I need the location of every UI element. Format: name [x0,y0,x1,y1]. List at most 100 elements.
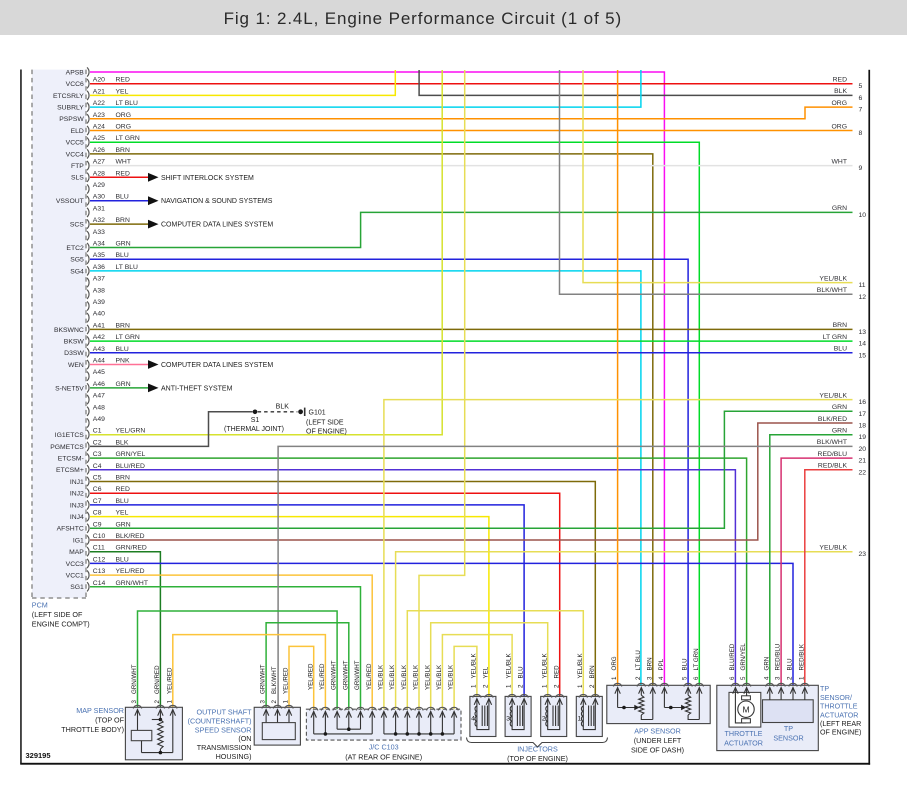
svg-text:C10: C10 [93,533,106,540]
svg-text:BRN: BRN [116,217,130,224]
svg-text:YEL/RED: YEL/RED [307,663,314,690]
svg-text:ORG: ORG [832,123,847,130]
svg-text:(COUNTERSHAFT): (COUNTERSHAFT) [188,716,252,725]
svg-text:RED/BLU: RED/BLU [818,451,848,458]
svg-text:GRN/WHT: GRN/WHT [116,580,148,587]
svg-text:1: 1 [471,684,478,688]
svg-text:YEL/BLK: YEL/BLK [506,653,513,679]
svg-text:7: 7 [859,107,863,114]
svg-text:BLU: BLU [116,498,129,505]
svg-text:RED/BLU: RED/BLU [775,644,782,671]
svg-text:GRN/WHT: GRN/WHT [342,660,349,690]
svg-text:A43: A43 [93,346,105,353]
svg-text:OF ENGINE): OF ENGINE) [820,729,861,737]
svg-text:10: 10 [859,212,867,219]
svg-text:3: 3 [775,676,782,680]
svg-text:C1: C1 [93,428,102,435]
svg-text:BRN: BRN [116,322,130,329]
svg-text:YEL/BLK: YEL/BLK [378,664,385,690]
svg-text:YEL/RED: YEL/RED [319,663,326,690]
svg-text:BLK/WHT: BLK/WHT [817,287,847,294]
svg-text:A21: A21 [93,88,105,95]
svg-text:YEL: YEL [483,666,490,678]
svg-text:A46: A46 [93,381,105,388]
svg-text:(UNDER LEFT: (UNDER LEFT [634,736,682,745]
svg-text:2: 2 [589,684,596,688]
svg-text:A49: A49 [93,416,105,423]
svg-text:BLU: BLU [116,252,129,259]
svg-text:2: 2 [154,700,161,704]
svg-text:LT GRN: LT GRN [116,135,140,142]
svg-text:6: 6 [693,676,700,680]
svg-text:A41: A41 [93,322,105,329]
svg-text:YEL/RED: YEL/RED [283,667,290,694]
svg-text:GRN/WHT: GRN/WHT [331,660,338,690]
svg-text:ANTI-THEFT SYSTEM: ANTI-THEFT SYSTEM [161,385,233,392]
svg-text:C3: C3 [93,451,102,458]
svg-text:GRN: GRN [832,404,847,411]
svg-text:ETCSM+: ETCSM+ [56,467,84,474]
svg-text:SG5: SG5 [70,257,84,264]
svg-text:(LEFT REAR: (LEFT REAR [820,720,861,728]
svg-text:BLK: BLK [116,439,129,446]
svg-text:RED: RED [833,77,847,84]
svg-text:MAP SENSOR: MAP SENSOR [76,706,124,715]
svg-text:A35: A35 [93,252,105,259]
svg-text:BLU: BLU [518,666,525,678]
svg-text:1: 1 [166,700,173,704]
svg-text:YEL/BLK: YEL/BLK [541,653,548,679]
svg-text:YEL/BLK: YEL/BLK [389,664,396,690]
svg-text:16: 16 [859,399,867,406]
svg-text:GRN/WHT: GRN/WHT [131,664,138,694]
svg-text:COMPUTER DATA LINES SYSTEM: COMPUTER DATA LINES SYSTEM [161,362,273,369]
svg-text:SENSOR: SENSOR [773,733,803,742]
svg-text:A29: A29 [93,182,105,189]
svg-text:VCC1: VCC1 [66,573,84,580]
svg-text:THROTTLE BODY): THROTTLE BODY) [61,725,124,734]
svg-text:LT BLU: LT BLU [116,264,139,271]
svg-text:M: M [742,705,749,715]
svg-text:PCM: PCM [32,601,48,610]
svg-text:3: 3 [131,700,138,704]
svg-text:C13: C13 [93,568,106,575]
svg-text:GRN/YEL: GRN/YEL [116,451,146,458]
svg-text:(AT REAR OF ENGINE): (AT REAR OF ENGINE) [345,753,422,762]
svg-text:6: 6 [859,95,863,102]
svg-text:19: 19 [859,434,867,441]
svg-text:ORG: ORG [611,656,618,670]
svg-text:ACTUATOR: ACTUATOR [724,738,763,747]
svg-text:SCS: SCS [70,222,84,229]
svg-text:BLK: BLK [834,88,847,95]
svg-text:A42: A42 [93,334,105,341]
svg-text:(LEFT SIDE: (LEFT SIDE [306,419,344,426]
svg-text:C7: C7 [93,498,102,505]
svg-text:2: 2 [787,676,794,680]
svg-text:6: 6 [729,676,736,680]
svg-text:4: 4 [763,676,770,680]
svg-text:MAP: MAP [69,549,84,556]
svg-text:YEL/RED: YEL/RED [366,663,373,690]
svg-text:YEL/RED: YEL/RED [116,568,145,575]
svg-text:RED: RED [116,77,130,84]
svg-text:BRN: BRN [116,147,130,154]
svg-text:14: 14 [859,341,867,348]
svg-text:WHT: WHT [832,158,847,165]
svg-text:BRN: BRN [116,475,130,482]
svg-text:IG1: IG1 [73,537,84,544]
svg-text:SG4: SG4 [70,268,84,275]
svg-text:PSPSW: PSPSW [59,116,84,123]
svg-text:2: 2 [553,684,560,688]
svg-text:1: 1 [577,684,584,688]
svg-text:YEL/BLK: YEL/BLK [819,545,847,552]
svg-text:BKSWNC: BKSWNC [54,327,84,334]
svg-text:(TOP OF: (TOP OF [95,715,124,724]
svg-text:22: 22 [859,469,867,476]
svg-text:YEL/BLK: YEL/BLK [436,664,443,690]
svg-text:5: 5 [859,83,863,90]
svg-text:9: 9 [859,165,863,172]
svg-text:C4: C4 [93,463,102,470]
svg-text:A32: A32 [93,217,105,224]
svg-text:RED/BLK: RED/BLK [818,463,848,470]
svg-text:S1: S1 [251,417,260,424]
svg-text:LT GRN: LT GRN [693,648,700,670]
